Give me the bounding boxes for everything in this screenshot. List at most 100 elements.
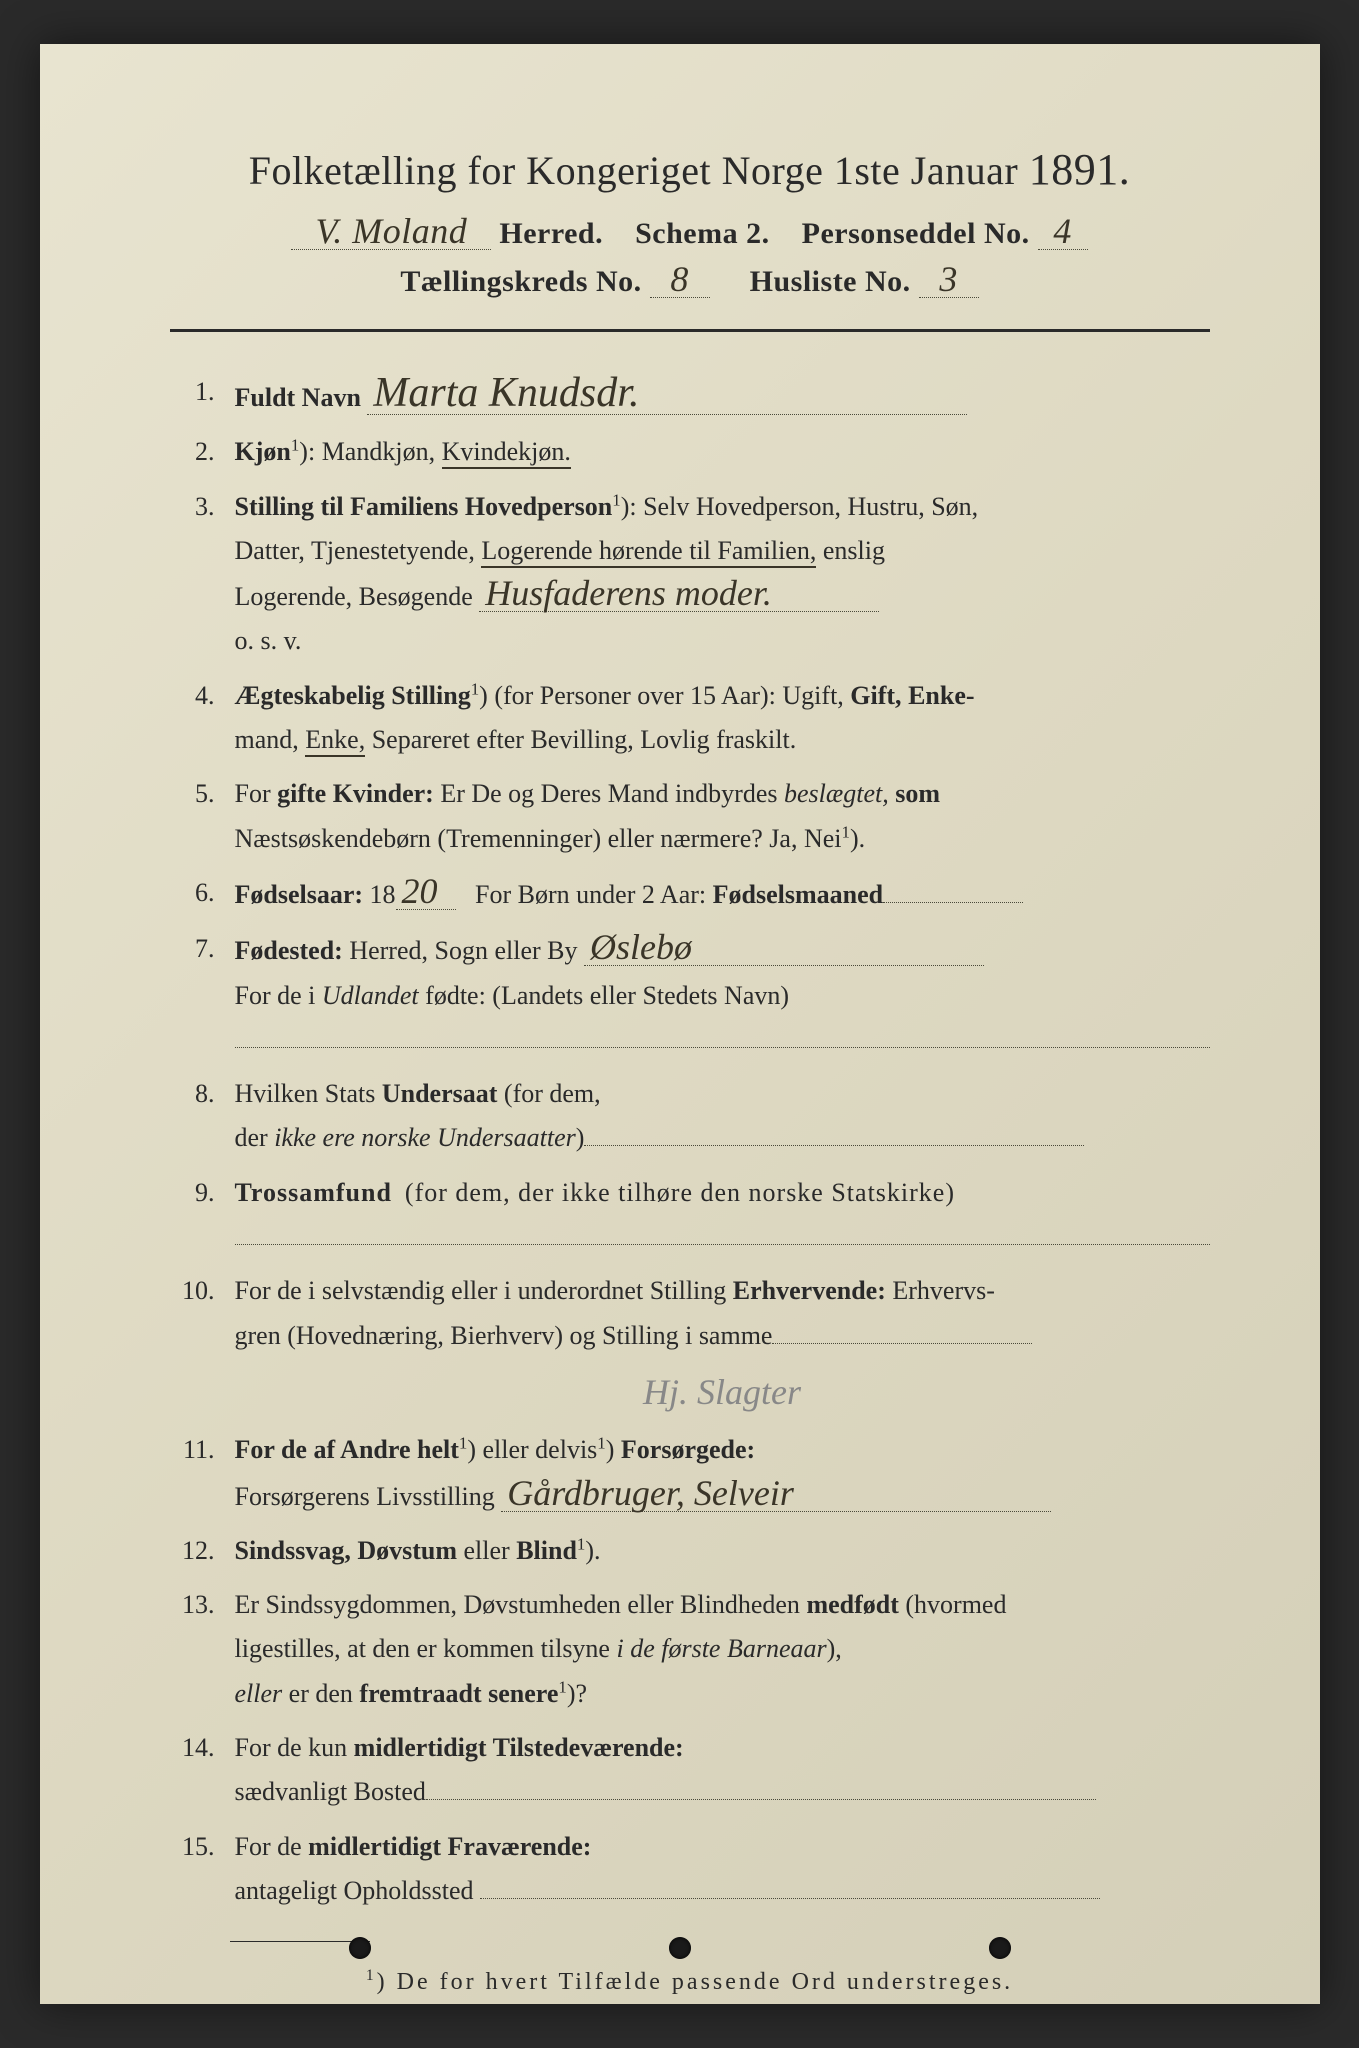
q1-value: Marta Knudsdr. [367,372,967,415]
q14-blank [426,1799,1096,1800]
q4-opt3: Enke- [908,681,974,710]
q13-text3: ligestilles, at den er kommen tilsyne [235,1634,610,1663]
q8-italic: ikke ere norske Undersaatter [274,1123,576,1152]
q8-bold: Undersaat [382,1079,498,1108]
q9-text: (for dem, der ikke tilhøre den norske St… [405,1178,955,1207]
q2-opt1: Mandkjøn, [322,437,435,466]
q10-line3: Hj. Slagter [235,1374,1210,1416]
item-12: 12. Sindssvag, Døvstum eller Blind1). [170,1531,1210,1571]
q7-text3: fødte: (Landets eller Stedets Navn) [425,981,789,1010]
q4-sup: 1 [471,679,479,698]
q6-prefix: 18 [370,880,396,909]
q4-opt1: Ugift, [782,681,843,710]
hole-icon [989,1937,1011,1959]
q8-line2: der ikke ere norske Undersaatter) [235,1118,1210,1158]
q7-line2: For de i Udlandet fødte: (Landets eller … [235,976,1210,1016]
q7-blank-line [235,1020,1210,1060]
title-year: 1891. [1029,145,1131,194]
q6-bold: Fødselsmaaned [713,880,883,909]
num-7: 7. [170,929,235,1060]
item-4: 4. Ægteskabelig Stilling1) (for Personer… [170,676,1210,761]
q7-label: Fødested: [235,936,343,965]
q10-hw: Hj. Slagter [622,1374,822,1410]
hole-icon [349,1937,371,1959]
num-9: 9. [170,1173,235,1258]
body-6: Fødselsaar: 1820 For Børn under 2 Aar: F… [235,873,1210,915]
q15-blank [480,1898,1100,1899]
q5-bold: gifte Kvinder: [277,779,434,808]
header-line-2: Tællingskreds No. 8 Husliste No. 3 [170,261,1210,299]
q3-sup: 1 [612,490,620,509]
body-13: Er Sindssygdommen, Døvstumheden eller Bl… [235,1585,1210,1714]
q13-italic1: i de første Barneaar [616,1634,826,1663]
q3-text5: o. s. v. [235,626,302,655]
q10-text2: Erhvervs- [892,1276,995,1305]
q3-text4: Logerende, Besøgende [235,582,473,611]
q8-text1: Hvilken Stats [235,1079,376,1108]
q4-line2b: Separeret efter Bevilling, Lovlig fraski… [372,725,797,754]
body-12: Sindssvag, Døvstum eller Blind1). [235,1531,1210,1571]
num-10: 10. [170,1271,235,1416]
item-1: 1. Fuldt Navn Marta Knudsdr. [170,372,1210,418]
q15-text2: antageligt Opholdssted [235,1876,474,1905]
body-7: Fødested: Herred, Sogn eller By Øslebø F… [235,929,1210,1060]
q10-line2: gren (Hovednæring, Bierhverv) og Stillin… [235,1316,1210,1356]
num-6: 6. [170,873,235,915]
q13-line2: ligestilles, at den er kommen tilsyne i … [235,1629,1210,1669]
q14-line2: sædvanligt Bosted [235,1772,1210,1812]
num-15: 15. [170,1827,235,1912]
num-3: 3. [170,487,235,662]
q12-text: eller [464,1536,510,1565]
item-8: 8. Hvilken Stats Undersaat (for dem, der… [170,1074,1210,1159]
q4-line2a: mand, [235,725,299,754]
q11-sup2: 1 [597,1434,605,1453]
q5-label: For [235,779,271,808]
q12-bold2: Blind [516,1536,577,1565]
q14-bold: midlertidigt Tilstedeværende: [354,1733,684,1762]
q13-text1: Er Sindssygdommen, Døvstumheden eller Bl… [235,1590,800,1619]
q3-text1: Selv Hovedperson, Hustru, Søn, [643,492,978,521]
item-6: 6. Fødselsaar: 1820 For Børn under 2 Aar… [170,873,1210,915]
q8-text3: der [235,1123,268,1152]
q10-bold1: Erhvervende: [733,1276,886,1305]
body-1: Fuldt Navn Marta Knudsdr. [235,372,1210,418]
husliste-label: Husliste No. [750,265,911,298]
q9-blank-line [235,1217,1210,1257]
q14-text2: sædvanligt Bosted [235,1777,426,1806]
q9-bold: Trossamfund [235,1178,392,1207]
q11-value: Gårdbruger, Selveir [501,1475,1051,1512]
top-divider [170,329,1210,332]
q4-line2: mand, Enke, Separeret efter Bevilling, L… [235,720,1210,760]
q7-text2: For de i [235,981,316,1010]
num-2: 2. [170,432,235,472]
num-1: 1. [170,372,235,418]
num-12: 12. [170,1531,235,1571]
q15-bold: midlertidigt Fraværende: [308,1832,591,1861]
main-title: Folketælling for Kongeriget Norge 1ste J… [170,144,1210,195]
item-13: 13. Er Sindssygdommen, Døvstumheden elle… [170,1585,1210,1714]
q11-label: For de af Andre helt [235,1435,459,1464]
body-5: For gifte Kvinder: Er De og Deres Mand i… [235,774,1210,859]
q11-text2: eller delvis [483,1435,598,1464]
body-2: Kjøn1): Mandkjøn, Kvindekjøn. [235,432,1210,472]
q7-value: Øslebø [584,929,984,966]
item-10: 10. For de i selvstændig eller i underor… [170,1271,1210,1416]
q15-text1: For de [235,1832,302,1861]
item-7: 7. Fødested: Herred, Sogn eller By Øsleb… [170,929,1210,1060]
q8-text2: (for dem, [504,1079,601,1108]
q14-text1: For de kun [235,1733,348,1762]
q6-value: 20 [396,873,456,910]
q6-label: Fødselsaar: [235,880,364,909]
q5-line2: Næstsøskendebørn (Tremenninger) eller næ… [235,819,1210,859]
schema-label: Schema 2. [635,217,770,250]
q3-label: Stilling til Familiens Hovedperson [235,492,613,521]
body-10: For de i selvstændig eller i underordnet… [235,1271,1210,1416]
q10-blank1 [772,1343,1032,1344]
q5-bold2: som [895,779,940,808]
form-list: 1. Fuldt Navn Marta Knudsdr. 2. Kjøn1): … [170,372,1210,1911]
q4-opt2: Gift, [850,681,901,710]
q13-line3: eller er den fremtraadt senere1)? [235,1674,1210,1714]
num-13: 13. [170,1585,235,1714]
num-5: 5. [170,774,235,859]
item-3: 3. Stilling til Familiens Hovedperson1):… [170,487,1210,662]
